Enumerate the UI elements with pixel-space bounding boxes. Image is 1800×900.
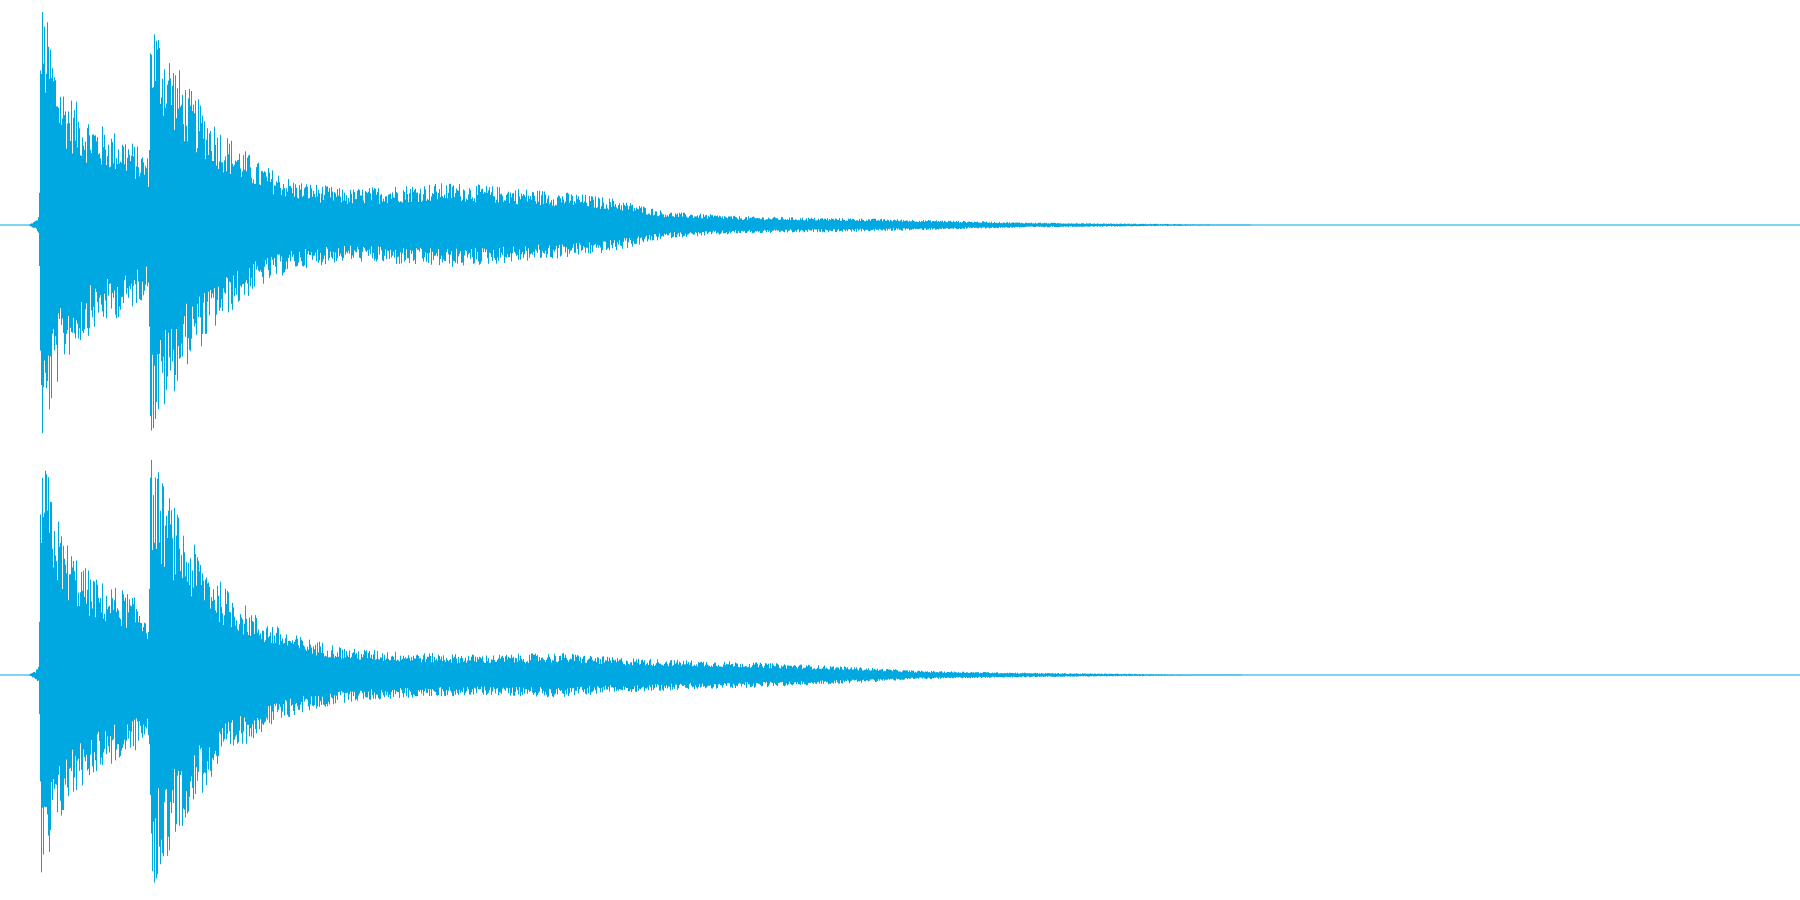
waveform-trace: [29, 12, 1251, 434]
channel-2-waveform: [0, 459, 1800, 883]
channel-1-waveform: [0, 12, 1800, 434]
waveform-trace: [29, 459, 1242, 883]
